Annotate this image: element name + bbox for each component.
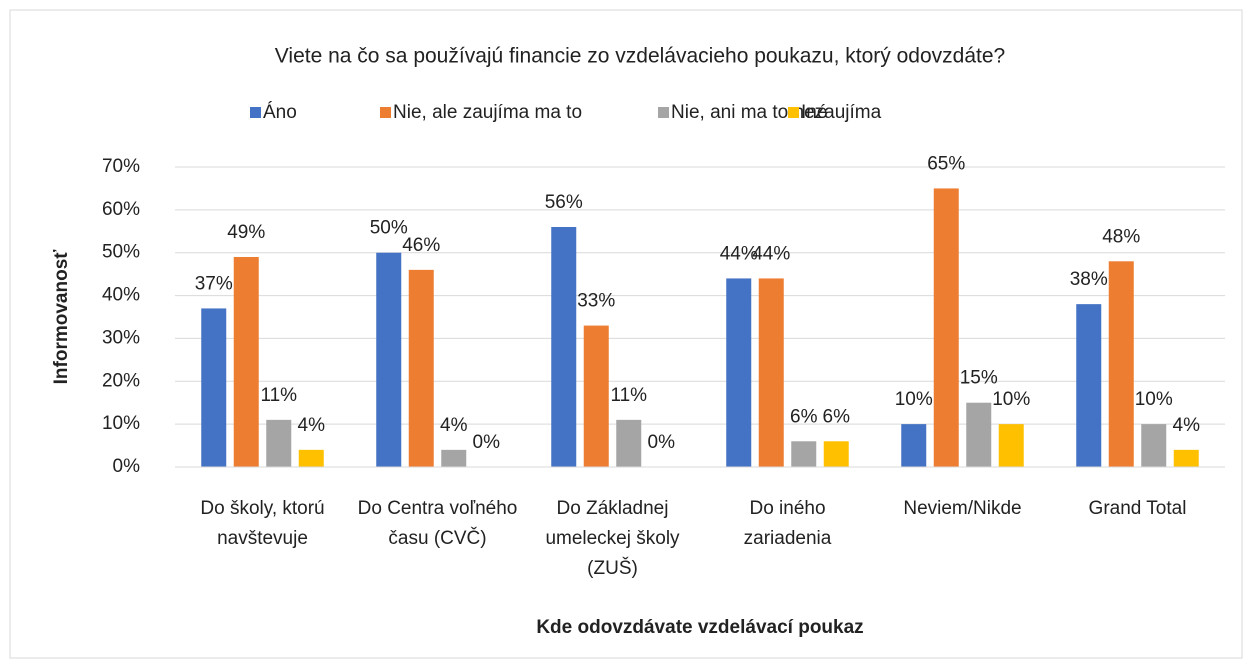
- data-label: 33%: [577, 291, 615, 312]
- bar: [376, 252, 402, 467]
- legend-swatch: [788, 107, 799, 118]
- bar: [266, 419, 292, 467]
- bar: [408, 269, 434, 467]
- y-tick-label: 20%: [102, 370, 140, 391]
- chart-title: Viete na čo sa používajú financie zo vzd…: [275, 45, 1005, 68]
- legend-label: Nie, ani ma to nezaujíma: [671, 102, 882, 123]
- bar: [966, 402, 992, 467]
- data-label: 49%: [227, 222, 265, 243]
- data-label: 11%: [260, 385, 297, 406]
- data-label: 15%: [960, 368, 998, 389]
- legend-label: Iné: [801, 102, 827, 123]
- y-axis-title: Informovanosť: [51, 249, 72, 385]
- y-tick-label: 70%: [102, 156, 140, 177]
- data-label: 56%: [545, 192, 583, 213]
- bar: [1173, 449, 1199, 467]
- data-label: 44%: [752, 243, 790, 264]
- bar: [1141, 424, 1167, 467]
- bar: [583, 325, 609, 467]
- bar: [1108, 261, 1134, 467]
- bar: [616, 419, 642, 467]
- bar: [998, 424, 1024, 467]
- x-tick-label: Do iného zariadenia: [743, 498, 832, 549]
- x-axis-title: Kde odovzdávate vzdelávací poukaz: [536, 617, 863, 638]
- legend-swatch: [658, 107, 669, 118]
- bar: [726, 278, 752, 467]
- legend-swatch: [380, 107, 391, 118]
- y-tick-label: 30%: [102, 327, 140, 348]
- bar: [298, 449, 324, 467]
- x-tick-label: Do školy, ktorú navštevuje: [200, 498, 325, 549]
- legend-swatch: [250, 107, 261, 118]
- data-label: 4%: [440, 415, 468, 436]
- bar: [791, 441, 817, 467]
- data-label: 10%: [895, 389, 933, 410]
- bar: [551, 227, 577, 467]
- data-label: 4%: [298, 415, 326, 436]
- data-label: 11%: [610, 385, 647, 406]
- y-tick-label: 60%: [102, 199, 140, 220]
- x-tick-label: Neviem/Nikde: [903, 498, 1022, 519]
- bar: [441, 449, 467, 467]
- bar: [823, 441, 849, 467]
- data-label: 48%: [1102, 226, 1140, 247]
- data-label: 46%: [402, 235, 440, 256]
- bar: [933, 188, 959, 467]
- data-label: 10%: [992, 389, 1030, 410]
- legend-label: Áno: [263, 102, 297, 123]
- data-label: 4%: [1173, 415, 1201, 436]
- data-label: 37%: [195, 273, 233, 294]
- y-tick-label: 10%: [102, 413, 140, 434]
- x-tick-label: Grand Total: [1088, 498, 1187, 519]
- x-tick-label: Do Základnej umeleckej školy (ZUŠ): [545, 498, 680, 579]
- bar: [901, 424, 927, 467]
- data-label: 65%: [927, 153, 965, 174]
- data-label: 6%: [790, 406, 818, 427]
- bar: [201, 308, 227, 467]
- data-label: 44%: [720, 243, 758, 264]
- data-label: 10%: [1135, 389, 1173, 410]
- data-label: 0%: [648, 432, 676, 453]
- legend-label: Nie, ale zaujíma ma to: [393, 102, 582, 123]
- x-tick-label: Do Centra voľného času (CVČ): [357, 498, 518, 549]
- y-tick-label: 50%: [102, 242, 140, 263]
- bar: [1076, 304, 1102, 467]
- bar: [233, 257, 259, 467]
- y-tick-label: 0%: [113, 456, 141, 477]
- y-tick-label: 40%: [102, 285, 140, 306]
- data-label: 0%: [473, 432, 501, 453]
- data-label: 38%: [1070, 269, 1108, 290]
- bar: [758, 278, 784, 467]
- data-label: 50%: [370, 218, 408, 239]
- data-label: 6%: [823, 406, 851, 427]
